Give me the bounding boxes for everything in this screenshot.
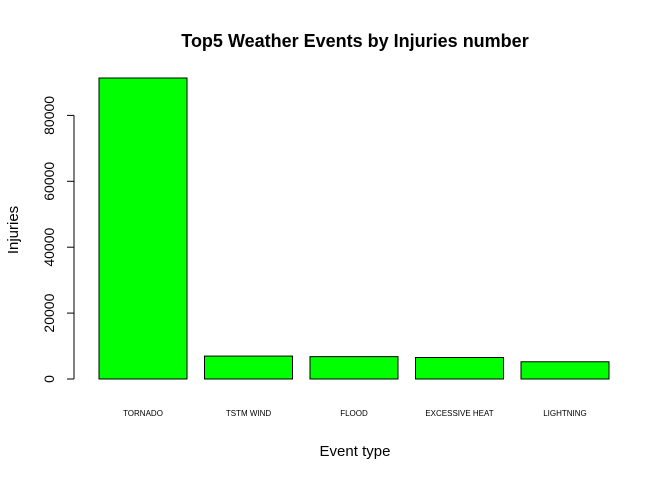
bar-tornado — [98, 77, 188, 380]
y-tick-label: 40000 — [41, 228, 57, 267]
y-tick-label: 60000 — [41, 162, 57, 201]
category-label: LIGHTNING — [543, 409, 587, 418]
category-labels: TORNADO TSTM WIND FLOOD EXCESSIVE HEAT LIGHT… — [123, 409, 587, 418]
y-tick-label: 20000 — [41, 293, 57, 332]
category-label: TORNADO — [123, 409, 163, 418]
y-axis-label: Injuries — [5, 206, 22, 254]
x-axis-label: Event type — [320, 443, 391, 460]
category-label: TSTM WIND — [226, 409, 272, 418]
bar-lightning — [520, 361, 610, 380]
category-label: FLOOD — [340, 409, 368, 418]
bar-flood — [309, 356, 399, 380]
bar-excessive-heat — [415, 356, 504, 380]
chart-title: Top5 Weather Events by Injuries number — [181, 31, 528, 51]
y-tick-label: 0 — [41, 375, 57, 383]
bar-tstm-wind — [204, 355, 293, 380]
y-axis: 0 20000 40000 60000 80000 — [41, 96, 75, 383]
y-tick-label: 80000 — [41, 96, 57, 135]
category-label: EXCESSIVE HEAT — [425, 409, 493, 418]
bars-group — [98, 77, 610, 380]
